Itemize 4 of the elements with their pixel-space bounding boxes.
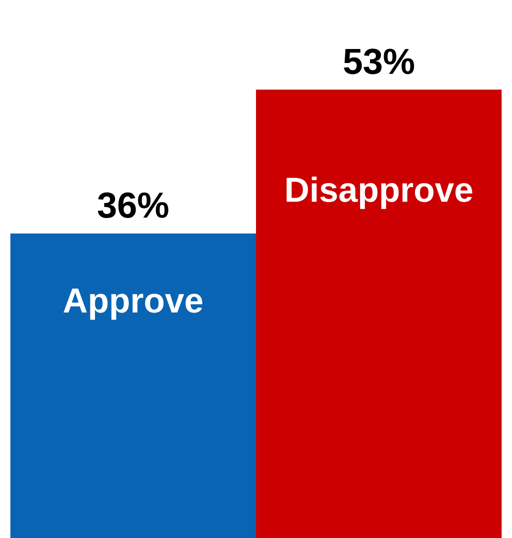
x-tick-label: Disapprove (286, 176, 472, 209)
data-label: 36% (98, 192, 168, 218)
data-label: 53% (344, 48, 414, 74)
x-tick-label: Approve (64, 288, 202, 320)
